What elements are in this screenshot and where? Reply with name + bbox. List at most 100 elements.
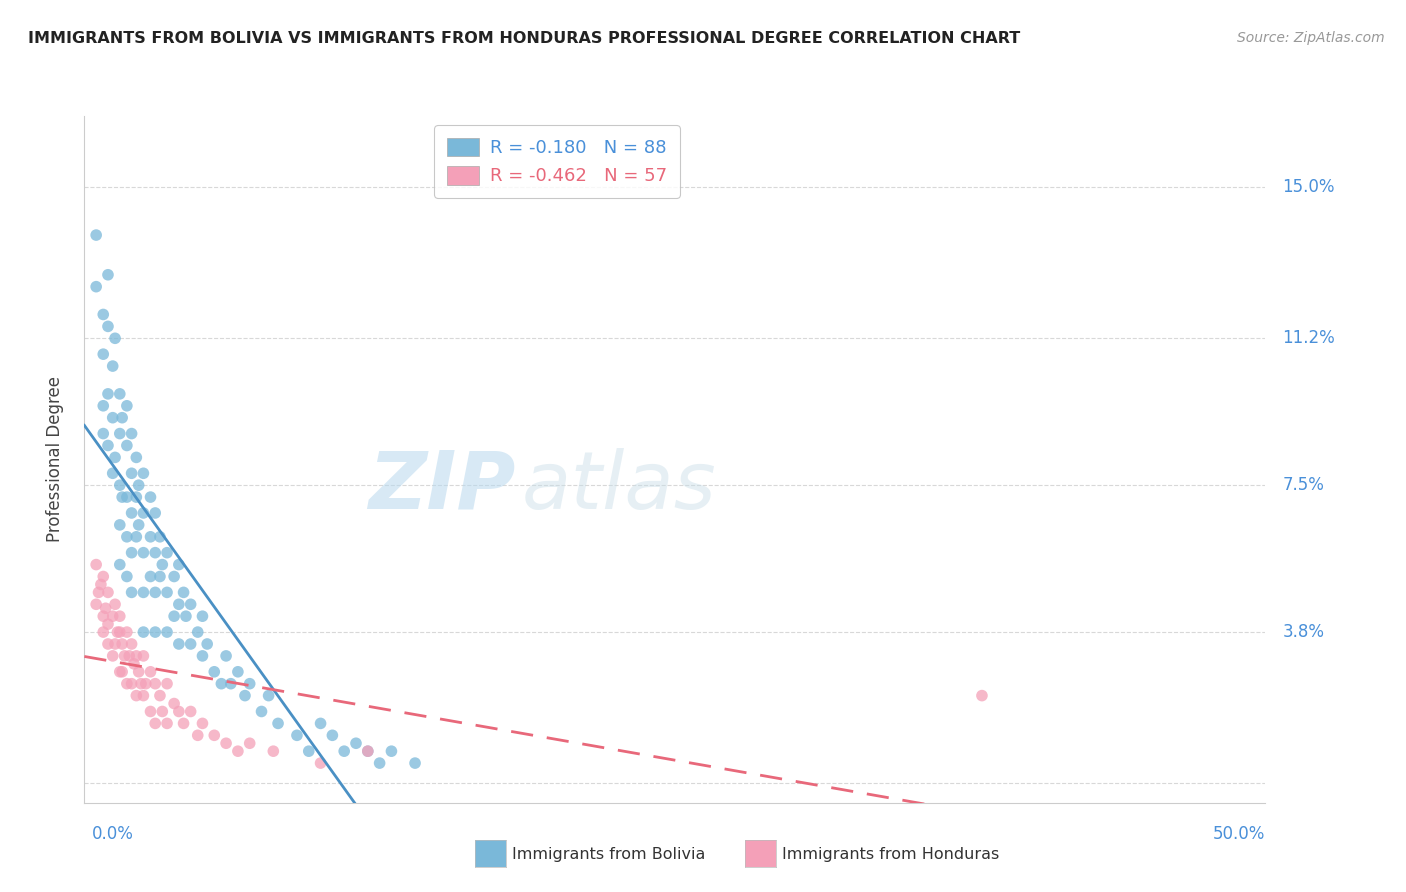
Point	[121, 585, 143, 599]
Point	[84, 228, 107, 243]
Point	[150, 558, 173, 572]
Text: Source: ZipAtlas.com: Source: ZipAtlas.com	[1237, 31, 1385, 45]
Point	[226, 744, 249, 758]
Point	[121, 637, 143, 651]
Point	[309, 756, 332, 770]
Point	[149, 530, 172, 544]
Point	[180, 705, 202, 719]
Point	[128, 665, 150, 679]
Point	[84, 279, 107, 293]
Point	[91, 609, 114, 624]
Point	[101, 467, 124, 481]
Point	[84, 558, 107, 572]
Point	[101, 410, 124, 425]
Point	[139, 705, 162, 719]
Point	[111, 637, 134, 651]
Y-axis label: Professional Degree: Professional Degree	[45, 376, 63, 542]
Point	[91, 426, 114, 441]
Point	[163, 697, 186, 711]
Point	[202, 665, 225, 679]
Point	[173, 716, 195, 731]
Point	[321, 728, 343, 742]
Point	[115, 625, 138, 640]
Point	[111, 410, 134, 425]
Point	[150, 705, 173, 719]
Point	[180, 637, 202, 651]
Point	[156, 585, 179, 599]
Point	[167, 637, 190, 651]
Text: atlas: atlas	[522, 448, 716, 526]
Point	[156, 676, 179, 690]
Point	[215, 648, 238, 663]
Point	[115, 490, 138, 504]
Point	[104, 597, 127, 611]
Point	[121, 546, 143, 560]
Point	[239, 736, 262, 750]
Point	[115, 569, 138, 583]
Point	[167, 705, 190, 719]
Point	[108, 426, 131, 441]
Point	[143, 546, 166, 560]
Point	[108, 517, 131, 532]
Point	[132, 506, 155, 520]
Point	[135, 676, 157, 690]
Point	[250, 705, 273, 719]
Text: IMMIGRANTS FROM BOLIVIA VS IMMIGRANTS FROM HONDURAS PROFESSIONAL DEGREE CORRELAT: IMMIGRANTS FROM BOLIVIA VS IMMIGRANTS FR…	[28, 31, 1021, 46]
Point	[156, 716, 179, 731]
Point	[380, 744, 402, 758]
Point	[163, 569, 186, 583]
Point	[970, 689, 993, 703]
Point	[191, 648, 214, 663]
Point	[139, 530, 162, 544]
Point	[97, 637, 120, 651]
Point	[191, 716, 214, 731]
Point	[139, 569, 162, 583]
Point	[91, 399, 114, 413]
Point	[173, 585, 195, 599]
Point	[97, 319, 120, 334]
Point	[132, 585, 155, 599]
Point	[115, 399, 138, 413]
Point	[156, 625, 179, 640]
Point	[187, 625, 209, 640]
Point	[167, 558, 190, 572]
Point	[91, 308, 114, 322]
Point	[108, 478, 131, 492]
Point	[114, 648, 136, 663]
Point	[132, 648, 155, 663]
Point	[139, 490, 162, 504]
Point	[97, 438, 120, 452]
Point	[94, 601, 117, 615]
Point	[115, 676, 138, 690]
Point	[143, 506, 166, 520]
Point	[344, 736, 367, 750]
Point	[118, 648, 141, 663]
Point	[195, 637, 218, 651]
Point	[97, 617, 120, 632]
Point	[90, 577, 112, 591]
Point	[128, 478, 150, 492]
Point	[101, 359, 124, 373]
Point	[167, 597, 190, 611]
Text: 0.0%: 0.0%	[91, 825, 134, 843]
Point	[121, 506, 143, 520]
Point	[108, 609, 131, 624]
Point	[125, 450, 148, 465]
Text: 50.0%: 50.0%	[1213, 825, 1265, 843]
Point	[125, 648, 148, 663]
Point	[219, 676, 242, 690]
Point	[91, 347, 114, 361]
Point	[309, 716, 332, 731]
Point	[104, 450, 127, 465]
Point	[139, 665, 162, 679]
Point	[357, 744, 380, 758]
Point	[180, 597, 202, 611]
Point	[191, 609, 214, 624]
Point	[285, 728, 308, 742]
Point	[122, 657, 145, 671]
Point	[91, 569, 114, 583]
Point	[149, 689, 172, 703]
Point	[143, 676, 166, 690]
Point	[404, 756, 426, 770]
Point	[91, 625, 114, 640]
